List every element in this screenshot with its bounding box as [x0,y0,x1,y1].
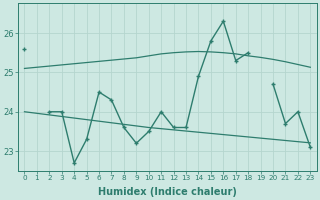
X-axis label: Humidex (Indice chaleur): Humidex (Indice chaleur) [98,187,237,197]
